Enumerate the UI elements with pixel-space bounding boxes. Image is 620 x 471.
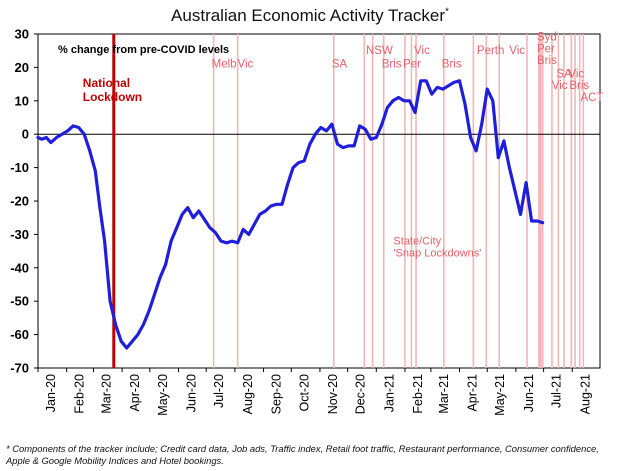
x-tick-label: Jul-20: [212, 374, 226, 408]
x-tick-label: Feb-21: [411, 374, 425, 414]
x-tick-label: Jun-21: [522, 374, 536, 412]
x-tick-label: Aug-20: [241, 374, 255, 414]
y-tick-label: -20: [10, 194, 29, 209]
lockdown-annotation: Vic: [238, 58, 254, 70]
lockdown-annotation: Bris: [382, 58, 402, 70]
y-tick-label: -60: [10, 327, 29, 342]
title-footnote-marker: *: [445, 6, 449, 18]
lockdown-annotation: ACT: [580, 92, 603, 104]
lockdown-annotation: Bris: [442, 58, 462, 70]
lockdown-annotation: Per: [403, 58, 421, 70]
x-tick-label: Jun-20: [185, 374, 199, 412]
y-tick-label: 20: [15, 60, 29, 75]
lockdown-annotation: NSW: [366, 45, 393, 57]
snap-lockdown-note: 'Snap Lockdowns': [393, 247, 481, 259]
lockdown-annotation: SA: [556, 68, 572, 80]
x-tick-label: Sep-20: [270, 374, 284, 414]
x-tick-label: Apr-20: [128, 374, 142, 412]
y-tick-label: 0: [22, 127, 29, 142]
lockdown-annotation: Per: [537, 43, 555, 55]
x-tick-label: Aug-21: [578, 374, 592, 414]
y-tick-label: -40: [10, 260, 29, 275]
y-tick-label: -70: [10, 361, 29, 376]
y-tick-label: 30: [15, 27, 29, 42]
x-tick-label: Mar-20: [99, 374, 113, 414]
lockdown-annotation: Vic: [552, 80, 568, 92]
x-tick-label: Jan-20: [44, 374, 58, 412]
activity-series-line: [36, 79, 545, 350]
x-tick-label: May-20: [156, 374, 170, 416]
lockdown-annotation: Perth: [477, 45, 505, 57]
y-tick-label: 10: [15, 93, 29, 108]
x-tick-label: Jul-21: [550, 374, 564, 408]
lockdown-annotation: Vic: [414, 45, 430, 57]
y-tick-label: -30: [10, 227, 29, 242]
y-tick-label: -50: [10, 294, 29, 309]
x-tick-label: Feb-20: [73, 374, 87, 414]
x-tick-label: Oct-20: [297, 374, 311, 412]
lockdown-annotation: Bris: [537, 55, 557, 67]
x-tick-label: Nov-20: [326, 374, 340, 414]
chart-title: Australian Economic Activity Tracker*: [171, 6, 449, 25]
lockdown-annotation: Vic: [568, 68, 584, 80]
x-tick-label: Dec-20: [354, 374, 368, 414]
national-lockdown-label: National: [83, 76, 130, 90]
x-tick-label: Mar-21: [437, 374, 451, 414]
national-lockdown-label: Lockdown: [83, 90, 142, 104]
footnote: * Components of the tracker include; Cre…: [6, 443, 599, 466]
lockdown-annotation: Bris: [569, 80, 589, 92]
x-tick-label: Apr-21: [466, 374, 480, 412]
lockdown-annotation: Melb: [212, 58, 237, 70]
x-tick-label: Jan-21: [382, 374, 396, 412]
lockdown-annotation: Syd: [537, 32, 557, 44]
lockdown-annotation: Vic: [509, 45, 525, 57]
x-tick-label: May-21: [493, 374, 507, 416]
lockdown-annotation: SA: [332, 58, 348, 70]
y-axis-label: % change from pre-COVID levels: [58, 44, 229, 56]
y-tick-label: -10: [10, 160, 29, 175]
snap-lockdown-note: State/City: [393, 235, 441, 247]
